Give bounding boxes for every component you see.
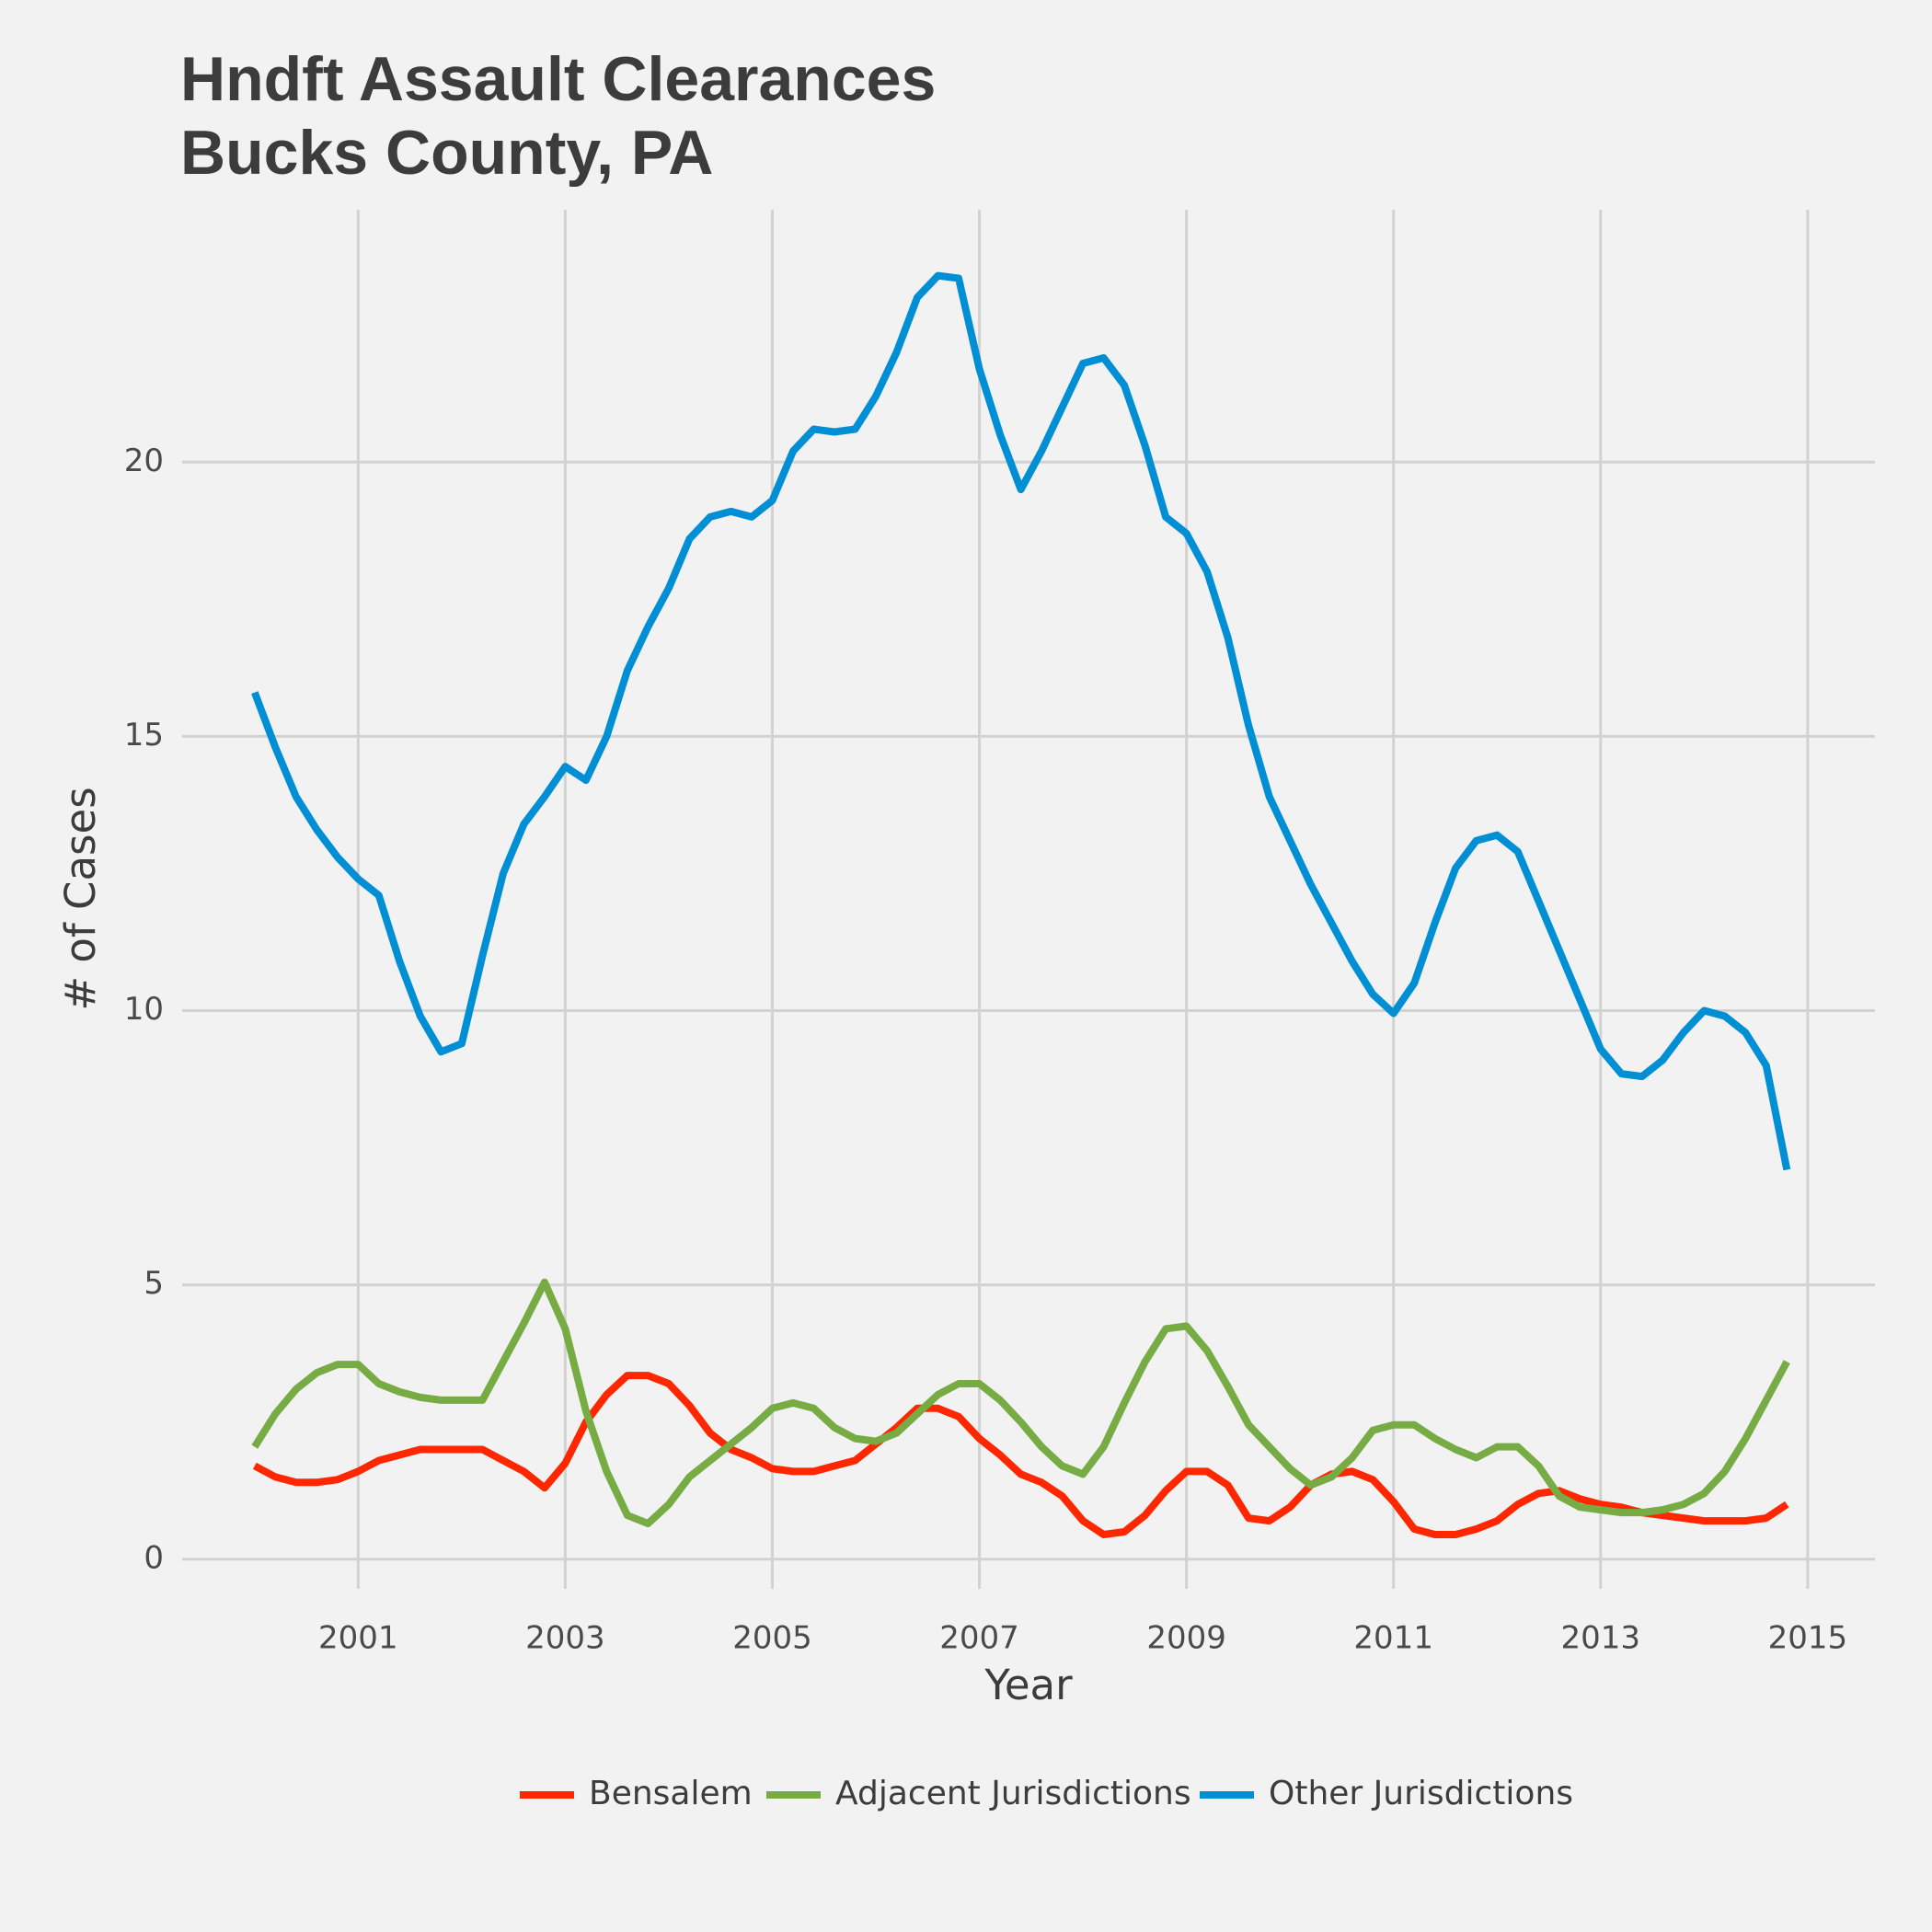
y-tick-label: 10 (124, 991, 164, 1028)
chart-title: Hndft Assault Clearances (180, 44, 936, 114)
x-tick-label: 2013 (1561, 1620, 1641, 1657)
chart-subtitle: Bucks County, PA (180, 118, 713, 188)
x-tick-label: 2015 (1768, 1620, 1848, 1657)
y-tick-label: 20 (124, 443, 164, 479)
series-line (251, 1278, 1790, 1527)
x-tick-label: 2009 (1146, 1620, 1226, 1657)
lines (251, 271, 1791, 1538)
legend-label: Bensalem (589, 1775, 753, 1812)
y-tick-label: 15 (124, 717, 164, 753)
x-axis-title: Year (983, 1661, 1073, 1709)
x-tick-label: 2001 (318, 1620, 398, 1657)
y-tick-label: 0 (144, 1539, 164, 1576)
y-axis-title: # of Cases (56, 787, 105, 1010)
legend-label: Adjacent Jurisdictions (835, 1775, 1191, 1812)
y-tick-label: 5 (144, 1265, 164, 1302)
x-tick-label: 2003 (525, 1620, 605, 1657)
grid (182, 210, 1875, 1589)
series-line (252, 1372, 1789, 1538)
x-tick-label: 2011 (1353, 1620, 1433, 1657)
x-tick-label: 2007 (939, 1620, 1019, 1657)
x-tick-label: 2005 (732, 1620, 812, 1657)
legend-label: Other Jurisdictions (1269, 1775, 1573, 1812)
series-line (251, 271, 1791, 1171)
